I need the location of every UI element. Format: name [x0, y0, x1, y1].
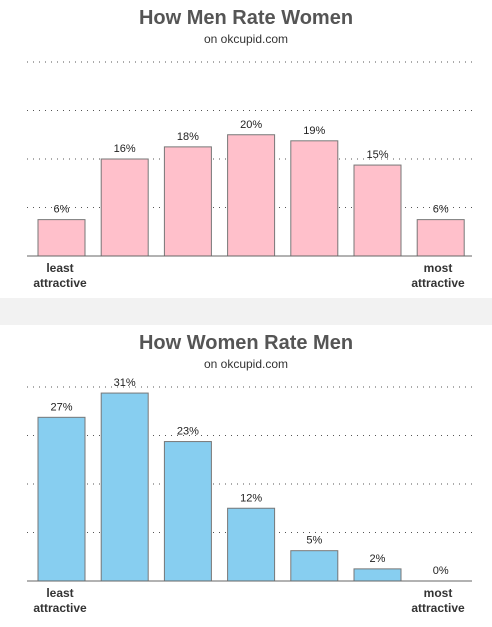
bar [37, 219, 86, 257]
bar [290, 140, 339, 257]
data-label: 0% [433, 565, 449, 577]
x-axis-left-label-line1: least [46, 261, 74, 275]
bar [100, 158, 149, 257]
x-axis-left-label: least attractive [20, 586, 100, 616]
data-label: 12% [240, 492, 262, 504]
bar [416, 219, 465, 257]
data-label: 20% [240, 119, 262, 131]
data-label: 2% [370, 553, 386, 565]
data-label: 5% [306, 535, 322, 547]
bar [353, 164, 402, 257]
bar [290, 550, 339, 582]
x-axis-left-label-line2: attractive [33, 601, 87, 615]
x-axis-left-label-line2: attractive [33, 276, 87, 290]
bar [37, 416, 86, 582]
x-axis-right-label-line2: attractive [411, 601, 465, 615]
data-label: 19% [303, 125, 325, 137]
data-label: 23% [177, 426, 199, 438]
x-axis-right-label: most attractive [398, 586, 478, 616]
bar [163, 146, 212, 257]
chart-subtitle: on okcupid.com [203, 357, 289, 371]
bar-chart-women-rate-men: 27% 31% 23% 12% 5% 2% 0% [27, 377, 472, 582]
data-label: 6% [54, 204, 70, 216]
chart-panel-men-rate-women: How Men Rate Women on okcupid.com 6% 16% 1… [0, 0, 492, 298]
data-label: 16% [114, 143, 136, 155]
x-axis-right-label-line1: most [423, 261, 453, 275]
data-label: 18% [177, 131, 199, 143]
chart-subtitle: on okcupid.com [203, 32, 289, 46]
data-label: 27% [50, 401, 72, 413]
bar [227, 507, 276, 582]
x-axis-left-label: least attractive [20, 261, 100, 291]
bar [100, 392, 149, 582]
data-label: 15% [366, 149, 388, 161]
chart-panel-women-rate-men: How Women Rate Men on okcupid.com 27% 31%… [0, 325, 492, 627]
bar-chart-men-rate-women: 6% 16% 18% 20% 19% 15% 6% [27, 61, 472, 257]
bar [163, 441, 212, 582]
chart-title: How Women Rate Men [138, 332, 354, 354]
bar [353, 568, 402, 582]
data-label: 31% [114, 377, 136, 389]
x-axis-right-label-line2: attractive [411, 276, 465, 290]
x-axis-right-label: most attractive [398, 261, 478, 291]
data-label: 6% [433, 204, 449, 216]
x-axis-right-label-line1: most [423, 586, 453, 600]
x-axis-left-label-line1: least [46, 586, 74, 600]
chart-title: How Men Rate Women [138, 7, 354, 29]
bar [227, 134, 276, 257]
